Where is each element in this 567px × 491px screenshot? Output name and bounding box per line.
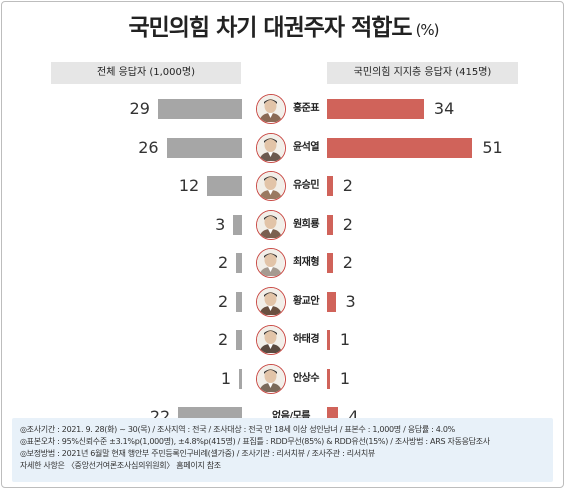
chart-row: 29 34 홍준표 xyxy=(0,90,567,128)
value-label-party: 34 xyxy=(433,99,455,118)
candidate-name: 안상수 xyxy=(292,372,320,384)
candidate-name: 원희룡 xyxy=(292,218,320,230)
value-label-all: 26 xyxy=(138,137,159,157)
bar-party-supporters xyxy=(327,368,330,389)
value-label-party: 2 xyxy=(342,176,353,195)
candidate-name: 윤석열 xyxy=(292,141,320,153)
chart-title: 국민의힘 차기 대권주자 적합도 (%) xyxy=(0,8,567,42)
candidate-name: 최재형 xyxy=(292,257,320,268)
chart-row: 26 51 윤석열 xyxy=(0,129,567,167)
legend-party-supporters: 국민의힘 지지층 응답자 (415명) xyxy=(327,62,518,84)
value-label-party: 2 xyxy=(342,214,353,234)
bar-party-supporters xyxy=(327,407,339,427)
candidate-name: 하태경 xyxy=(292,334,320,345)
chart-row: 2 2 최재형 xyxy=(0,244,567,282)
value-label-all: 29 xyxy=(129,99,150,118)
candidate-photo xyxy=(256,171,286,201)
bar-all-respondents xyxy=(207,176,242,196)
bar-all-respondents xyxy=(236,291,242,312)
candidate-name: 황교안 xyxy=(292,295,320,307)
bar-party-supporters xyxy=(327,253,333,273)
bar-party-supporters xyxy=(327,99,424,119)
value-label-party: 1 xyxy=(339,330,351,349)
value-label-party: 1 xyxy=(339,368,351,388)
value-label-party: 4 xyxy=(348,407,359,426)
value-label-party: 3 xyxy=(345,291,356,311)
footnote-line: 자세한 사항은 〈중앙선거여론조사심의위원회〉 홈페이지 참조 xyxy=(20,461,221,470)
bar-all-respondents xyxy=(239,368,242,389)
bar-party-supporters xyxy=(327,137,473,158)
bar-all-respondents xyxy=(157,99,242,119)
value-label-all: 12 xyxy=(178,176,200,195)
bar-all-respondents xyxy=(166,137,242,158)
candidate-photo xyxy=(256,363,286,394)
chart-title-text: 국민의힘 차기 대권주자 적합도 xyxy=(128,15,412,41)
candidate-photo xyxy=(256,248,286,278)
bar-all-respondents xyxy=(236,330,242,350)
survey-footnote: ◎조사기간 : 2021. 9. 28(화) ~ 30(목) / 조사지역 : … xyxy=(12,418,553,482)
bar-all-respondents xyxy=(233,214,242,235)
chart-title-unit: (%) xyxy=(415,21,440,39)
footnote-line: ◎보정방법 : 2021년 6월말 현재 행안부 주민등록인구비례(셀가중) /… xyxy=(20,449,375,458)
footnote-line: ◎표본오차 : 95%신뢰수준 ±3.1%p(1,000명), ±4.8%p(4… xyxy=(20,437,490,446)
candidate-photo xyxy=(256,286,286,317)
value-label-party: 2 xyxy=(342,253,353,272)
chart-row: 2 3 황교안 xyxy=(0,283,567,321)
candidate-photo xyxy=(256,94,286,124)
candidate-name: 없음/모름 xyxy=(272,411,310,422)
candidate-photo xyxy=(256,209,286,240)
value-label-all: 2 xyxy=(218,253,229,272)
legend-all-respondents: 전체 응답자 (1,000명) xyxy=(51,62,241,84)
bar-party-supporters xyxy=(327,291,336,312)
chart-row: 1 1 안상수 xyxy=(0,360,567,398)
value-label-all: 2 xyxy=(218,330,229,349)
candidate-photo xyxy=(256,325,286,355)
value-label-all: 1 xyxy=(220,368,232,388)
value-label-all: 2 xyxy=(218,291,229,311)
value-label-all: 3 xyxy=(215,214,226,234)
footnote-line: ◎조사기간 : 2021. 9. 28(화) ~ 30(목) / 조사지역 : … xyxy=(20,425,455,434)
chart-row: 2 1 하태경 xyxy=(0,321,567,359)
candidate-name: 유승민 xyxy=(292,180,320,191)
candidate-photo xyxy=(256,132,286,163)
bar-all-respondents xyxy=(236,253,242,273)
bar-party-supporters xyxy=(327,176,333,196)
bar-party-supporters xyxy=(327,214,333,235)
bar-party-supporters xyxy=(327,330,330,350)
chart-row: 3 2 원희룡 xyxy=(0,206,567,244)
value-label-party: 51 xyxy=(482,137,503,157)
chart-row: 12 2 유승민 xyxy=(0,167,567,205)
candidate-name: 홍준표 xyxy=(292,103,320,114)
